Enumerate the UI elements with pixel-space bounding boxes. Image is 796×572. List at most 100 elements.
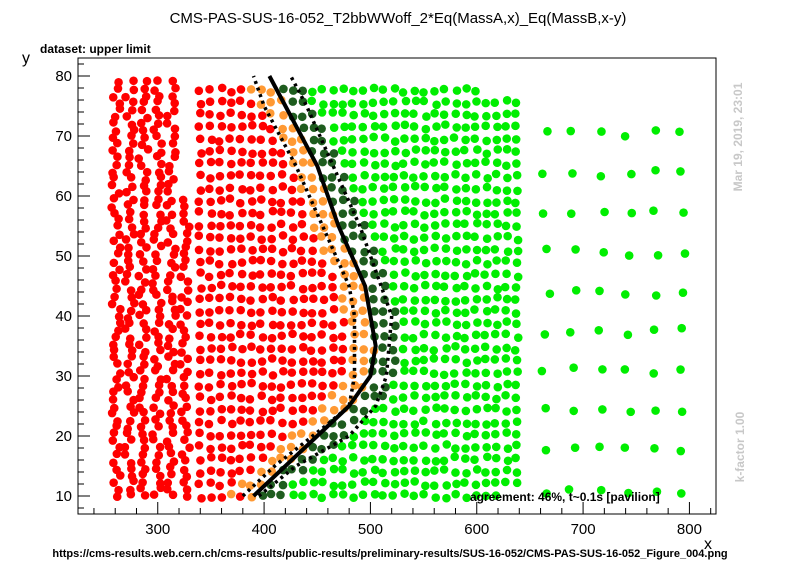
excluded-point: [339, 317, 349, 327]
excluded-point: [154, 195, 163, 204]
allowed-point: [419, 172, 428, 181]
excluded-point: [215, 247, 224, 256]
allowed-point: [388, 395, 398, 404]
excluded-point: [288, 235, 298, 245]
excluded-point: [236, 431, 246, 441]
allowed-point: [502, 269, 511, 279]
excluded-point: [115, 230, 124, 240]
excluded-point: [215, 233, 224, 242]
excluded-point: [162, 437, 172, 447]
excluded-point: [140, 133, 149, 142]
allowed-point: [461, 444, 470, 453]
excluded-point: [255, 345, 265, 354]
excluded-point: [195, 134, 205, 144]
excluded-point: [228, 259, 237, 269]
excluded-point: [205, 109, 214, 119]
allowed-point: [451, 341, 460, 351]
allowed-point: [349, 86, 358, 96]
allowed-point: [388, 282, 398, 291]
excluded-point: [136, 229, 146, 239]
allowed-point: [482, 295, 492, 304]
excluded-point: [113, 152, 122, 162]
allowed-point: [502, 134, 512, 143]
excluded-point: [155, 409, 165, 419]
allowed-point: [370, 122, 380, 131]
excluded-point: [122, 269, 132, 279]
allowed-point: [450, 379, 460, 389]
excluded-point: [217, 121, 227, 131]
allowed-point: [391, 146, 400, 156]
excluded-point: [256, 308, 265, 317]
allowed-point: [452, 219, 462, 229]
excluded-point: [109, 352, 119, 362]
excluded-point: [286, 280, 296, 290]
allowed-point: [542, 244, 551, 254]
allowed-point: [347, 122, 357, 131]
allowed-point: [329, 489, 338, 499]
borderline-allowed-point: [297, 112, 307, 122]
excluded-point: [109, 403, 119, 413]
excluded-point: [227, 122, 236, 132]
allowed-point: [481, 98, 491, 108]
borderline-excluded-point: [287, 137, 297, 146]
allowed-point: [400, 257, 409, 267]
allowed-point: [368, 428, 377, 438]
allowed-point: [399, 317, 408, 327]
excluded-point: [206, 432, 215, 441]
excluded-point: [134, 271, 144, 281]
borderline-excluded-point: [320, 416, 329, 425]
excluded-point: [258, 294, 268, 304]
excluded-point: [216, 111, 225, 121]
allowed-point: [399, 455, 409, 465]
excluded-point: [317, 392, 326, 401]
allowed-point: [430, 171, 440, 181]
excluded-point: [299, 232, 309, 241]
excluded-point: [246, 158, 255, 168]
excluded-point: [297, 219, 307, 229]
allowed-point: [462, 271, 472, 281]
excluded-point: [258, 244, 268, 254]
allowed-point: [461, 135, 470, 145]
allowed-point: [491, 442, 501, 452]
excluded-point: [287, 345, 297, 354]
allowed-point: [391, 121, 401, 130]
allowed-point: [511, 309, 521, 318]
borderline-excluded-point: [276, 453, 285, 463]
allowed-point: [410, 134, 419, 144]
excluded-point: [155, 442, 165, 452]
borderline-allowed-point: [390, 356, 400, 365]
excluded-point: [149, 403, 158, 412]
allowed-point: [419, 416, 428, 426]
excluded-point: [194, 382, 204, 391]
allowed-point: [451, 147, 461, 157]
allowed-point: [338, 464, 347, 474]
excluded-point: [135, 403, 144, 412]
allowed-point: [491, 429, 500, 439]
excluded-point: [255, 210, 265, 220]
excluded-point: [217, 443, 227, 452]
excluded-point: [298, 284, 308, 294]
allowed-point: [503, 196, 512, 206]
excluded-point: [236, 416, 245, 425]
allowed-point: [431, 456, 441, 466]
k-factor-label: k-factor 1.00: [733, 411, 747, 483]
excluded-point: [153, 76, 162, 85]
borderline-excluded-point: [339, 282, 349, 291]
excluded-point: [206, 395, 216, 405]
allowed-point: [368, 440, 378, 450]
excluded-point: [328, 282, 337, 292]
excluded-point: [207, 209, 217, 218]
allowed-point: [482, 219, 491, 229]
allowed-point: [409, 456, 418, 465]
excluded-point: [140, 374, 149, 384]
excluded-point: [206, 157, 216, 167]
allowed-point: [378, 428, 388, 438]
excluded-point: [257, 235, 266, 244]
allowed-point: [482, 182, 492, 192]
excluded-point: [228, 342, 237, 352]
allowed-point: [431, 231, 441, 241]
excluded-point: [165, 416, 174, 425]
excluded-point: [317, 268, 326, 278]
x-axis-label: x: [704, 536, 712, 553]
allowed-point: [369, 83, 379, 93]
